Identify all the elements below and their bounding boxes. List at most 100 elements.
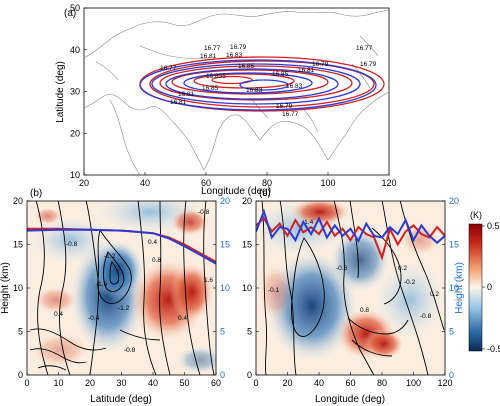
contour-label: -0.2 [404, 279, 416, 286]
series-line [256, 208, 445, 245]
x-tick-label: 60 [201, 178, 211, 188]
panel-b-label: (b) [30, 188, 42, 199]
contour-label: 16.81 [298, 67, 315, 74]
y-tick-label: 15 [242, 240, 252, 250]
contour-label: -0.4 [88, 315, 100, 322]
contour-label: -1.6 [96, 281, 108, 288]
contour-label: 16.85 [238, 63, 255, 70]
right-y-tick-label: 5 [220, 327, 225, 337]
heatmap-c: -1.4 -0.1 0.2 -0.2 0.8 -0.6 0.2 -0.8 [256, 201, 445, 375]
y-tick-label: 0 [18, 370, 23, 380]
x-tick-label: 40 [148, 378, 158, 388]
contour-label: 0.2 [430, 291, 439, 298]
ylabel-c: Height (km) [454, 262, 465, 314]
contour-label: 16.77 [160, 65, 177, 72]
right-y-tick-label: 5 [449, 327, 454, 337]
contour-labels-a: 16.77 16.79 16.81 16.83 16.85 16.855 16.… [160, 44, 377, 118]
xlabel-a: Longitude (deg) [201, 186, 271, 197]
panel-a: (a) [55, 3, 397, 197]
y-tick-label: 10 [13, 283, 23, 293]
colorbar: (K) 0.5 0 -0.5 [468, 210, 500, 354]
x-tick-label: 0 [24, 378, 29, 388]
contour-label: 16.79 [276, 103, 293, 110]
y-tick-label: 5 [247, 327, 252, 337]
x-tick-label: 120 [437, 378, 452, 388]
contour-label: 16.85 [272, 71, 289, 78]
contour-label: -0.8 [124, 347, 136, 354]
right-y-tick-label: 0 [449, 370, 454, 380]
y-tick-label: 0 [247, 370, 252, 380]
series-line [27, 228, 216, 265]
contour-label: 16.83 [226, 52, 243, 59]
right-y-tick-label: 0 [220, 370, 225, 380]
y-tick-label: 5 [18, 327, 23, 337]
right-y-tick-label: 10 [449, 283, 459, 293]
contour-label: 0.4 [54, 311, 63, 318]
contour-label: -0.8 [66, 241, 78, 248]
xlabel-b: Latitude (deg) [90, 394, 152, 405]
y-tick-label: 10 [70, 170, 80, 180]
panel-c: -1.4 -0.1 0.2 -0.2 0.8 -0.6 0.2 -0.8 (c)… [242, 188, 465, 405]
panel-c-label: (c) [259, 188, 271, 199]
contour-label: 16.79 [360, 61, 377, 68]
right-y-tick-label: 20 [220, 196, 230, 206]
y-tick-label: 50 [70, 3, 80, 13]
colorbar-unit: (K) [470, 210, 482, 220]
contour-label: -0.1 [268, 287, 280, 294]
right-y-tick-label: 20 [449, 196, 459, 206]
x-tick-label: 80 [377, 378, 387, 388]
xlabel-c: Longitude (deg) [315, 394, 385, 405]
contour-label: 16.81 [178, 91, 195, 98]
panel-a-frame [83, 7, 390, 176]
y-tick-label: 10 [242, 283, 252, 293]
contour-label: 0.4 [178, 315, 187, 322]
colorbar-tick: 0.5 [487, 221, 500, 231]
right-y-tick-label: 10 [220, 283, 230, 293]
contour-label: 0.4 [148, 239, 157, 246]
ylabel-b: Height (km) [0, 262, 11, 314]
red-contours-a [139, 56, 385, 112]
x-tick-label: 60 [345, 378, 355, 388]
contour-label: 16.81 [200, 53, 217, 60]
right-y-tick-label: 15 [220, 240, 230, 250]
x-tick-label: 20 [282, 378, 292, 388]
contour-label: 16.77 [204, 45, 221, 52]
x-tick-label: 120 [381, 178, 396, 188]
y-tick-label: 20 [13, 196, 23, 206]
contour-label: 16.83 [286, 83, 303, 90]
coastline-map [84, 9, 389, 175]
x-tick-label: 80 [262, 178, 272, 188]
y-tick-label: 20 [70, 128, 80, 138]
contour-label: -1.4 [302, 219, 314, 226]
x-tick-label: 20 [85, 378, 95, 388]
contour-label: 0.8 [152, 257, 161, 264]
blue-contours-a [139, 59, 377, 111]
contour-label: -0.8 [198, 209, 210, 216]
contour-label: 16.83 [246, 87, 263, 94]
x-tick-label: 20 [79, 178, 89, 188]
x-tick-label: 10 [53, 378, 63, 388]
x-tick-label: 50 [179, 378, 189, 388]
panel-a-label: (a) [64, 8, 76, 19]
colorbar-tick: -0.5 [487, 344, 500, 354]
x-tick-label: 100 [320, 178, 335, 188]
ylabel-a: Latitude (deg) [55, 61, 66, 123]
x-tick-label: 60 [211, 378, 221, 388]
contour-label: -1.2 [118, 305, 130, 312]
x-tick-label: 40 [140, 178, 150, 188]
x-tick-label: 100 [406, 378, 421, 388]
contour-label: 16.77 [356, 45, 373, 52]
y-tick-label: 40 [70, 45, 80, 55]
contour-label: 16.81 [170, 99, 187, 106]
contour-label: -0.8 [420, 313, 432, 320]
contour-label: 0.8 [360, 307, 369, 314]
colorbar-tick: 0 [487, 282, 492, 292]
y-tick-label: 15 [13, 240, 23, 250]
panel-b: -0.8 -1.2 -1.6 -1.2 0.4 0.8 0.4 -0.4 0.4… [0, 188, 230, 405]
contour-label: 16.77 [282, 111, 299, 118]
series-line [256, 216, 445, 261]
y-tick-label: 30 [70, 87, 80, 97]
contour-label: 16.79 [230, 44, 247, 51]
